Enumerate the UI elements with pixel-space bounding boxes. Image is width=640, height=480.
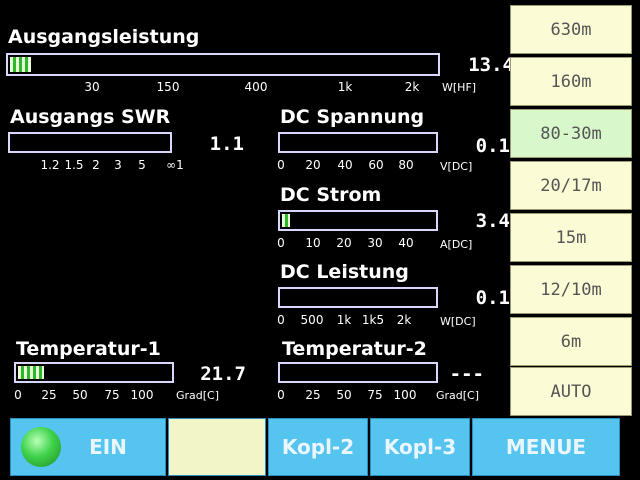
dc-spannung-tick: 60	[368, 158, 384, 172]
ausgangsleistung-tick: 150	[156, 80, 180, 94]
ausgangsleistung-value: 13.4	[468, 54, 514, 76]
dc-leistung-label: DC Leistung	[280, 261, 409, 283]
ausgangsleistung-tick: 1k	[337, 80, 353, 94]
dc-spannung-bar	[278, 132, 438, 153]
temperatur1-value: 21.7	[200, 363, 246, 385]
temperatur2-tick: 25	[305, 388, 321, 402]
temperatur1-tick: 100	[130, 388, 154, 402]
power-led-icon	[21, 427, 61, 467]
dc-leistung-tick: 2k	[396, 313, 412, 327]
swr-tick: 1.5	[64, 158, 84, 172]
band-button-15m[interactable]: 15m	[510, 213, 632, 262]
temperatur1-tick: 25	[41, 388, 57, 402]
swr-tick: 1.2	[40, 158, 60, 172]
band-button-auto[interactable]: AUTO	[510, 367, 632, 416]
swr-tick: 2	[92, 158, 100, 172]
swr-label: Ausgangs SWR	[10, 106, 171, 128]
swr-bar	[8, 132, 172, 153]
dc-spannung-value: 0.1	[475, 135, 510, 157]
dc-spannung-label: DC Spannung	[280, 106, 425, 128]
dc-strom-tick: 20	[336, 236, 352, 250]
dc-strom-bar	[278, 210, 438, 231]
ausgangsleistung-label: Ausgangsleistung	[8, 26, 200, 48]
bottom-button-bar: EIN Kopl-2 Kopl-3 MENUE	[10, 418, 620, 476]
temperatur2-tick: 0	[277, 388, 285, 402]
dc-strom-fill	[282, 214, 290, 227]
band-button-12-10m[interactable]: 12/10m	[510, 265, 632, 314]
ausgangsleistung-tick: 30	[84, 80, 100, 94]
dc-strom-tick: 10	[305, 236, 321, 250]
temperatur2-tick: 50	[336, 388, 352, 402]
dc-spannung-tick: 80	[398, 158, 414, 172]
dc-leistung-tick: 1k5	[361, 313, 385, 327]
dc-leistung-unit: W[DC]	[440, 315, 476, 328]
band-column: 630m 160m 80-30m 20/17m 15m 12/10m 6m AU…	[510, 5, 632, 416]
dc-strom-label: DC Strom	[280, 184, 382, 206]
swr-value: 1.1	[209, 133, 244, 155]
band-button-80-30m[interactable]: 80-30m	[510, 109, 632, 158]
dc-strom-tick: 0	[277, 236, 285, 250]
dc-spannung-tick: 40	[337, 158, 353, 172]
ausgangsleistung-tick: 2k	[404, 80, 420, 94]
band-button-160m[interactable]: 160m	[510, 57, 632, 106]
dc-strom-tick: 30	[367, 236, 383, 250]
dc-strom-tick: 40	[398, 236, 414, 250]
dc-leistung-bar	[278, 287, 438, 308]
temperatur1-fill	[18, 366, 44, 379]
ausgangsleistung-fill	[10, 57, 31, 72]
dc-spannung-unit: V[DC]	[440, 160, 473, 173]
temperatur2-unit: Grad[C]	[436, 389, 480, 402]
kopl3-button[interactable]: Kopl-3	[370, 418, 470, 476]
dc-spannung-tick: 0	[277, 158, 285, 172]
ausgangsleistung-tick: 400	[244, 80, 268, 94]
temperatur1-tick: 50	[72, 388, 88, 402]
temperatur1-tick: 75	[104, 388, 120, 402]
temperatur1-unit: Grad[C]	[176, 389, 220, 402]
temperatur2-tick: 100	[393, 388, 417, 402]
dc-spannung-tick: 20	[305, 158, 321, 172]
band-button-20-17m[interactable]: 20/17m	[510, 161, 632, 210]
band-button-6m[interactable]: 6m	[510, 317, 632, 366]
swr-tick: ∞1	[166, 158, 184, 172]
dc-leistung-tick: 1k	[336, 313, 352, 327]
dc-leistung-tick: 500	[300, 313, 324, 327]
temperatur2-bar	[278, 362, 438, 383]
band-button-630m[interactable]: 630m	[510, 5, 632, 54]
temperatur1-bar	[14, 362, 174, 383]
temperatur1-tick: 0	[14, 388, 22, 402]
dc-strom-value: 3.4	[475, 210, 510, 232]
ein-button[interactable]: EIN	[10, 418, 166, 476]
temperatur2-value: ---	[449, 363, 484, 385]
kopl2-button[interactable]: Kopl-2	[268, 418, 368, 476]
swr-tick: 5	[138, 158, 146, 172]
temperatur1-label: Temperatur-1	[16, 338, 161, 360]
dc-strom-unit: A[DC]	[440, 238, 473, 251]
ein-button-label: EIN	[89, 435, 127, 459]
temperatur2-label: Temperatur-2	[282, 338, 427, 360]
menue-button[interactable]: MENUE	[472, 418, 620, 476]
dc-leistung-value: 0.1	[475, 287, 510, 309]
swr-tick: 3	[114, 158, 122, 172]
dc-leistung-tick: 0	[277, 313, 285, 327]
blank-button[interactable]	[168, 418, 266, 476]
ausgangsleistung-bar	[6, 53, 440, 76]
ausgangsleistung-unit: W[HF]	[442, 81, 477, 94]
temperatur2-tick: 75	[367, 388, 383, 402]
